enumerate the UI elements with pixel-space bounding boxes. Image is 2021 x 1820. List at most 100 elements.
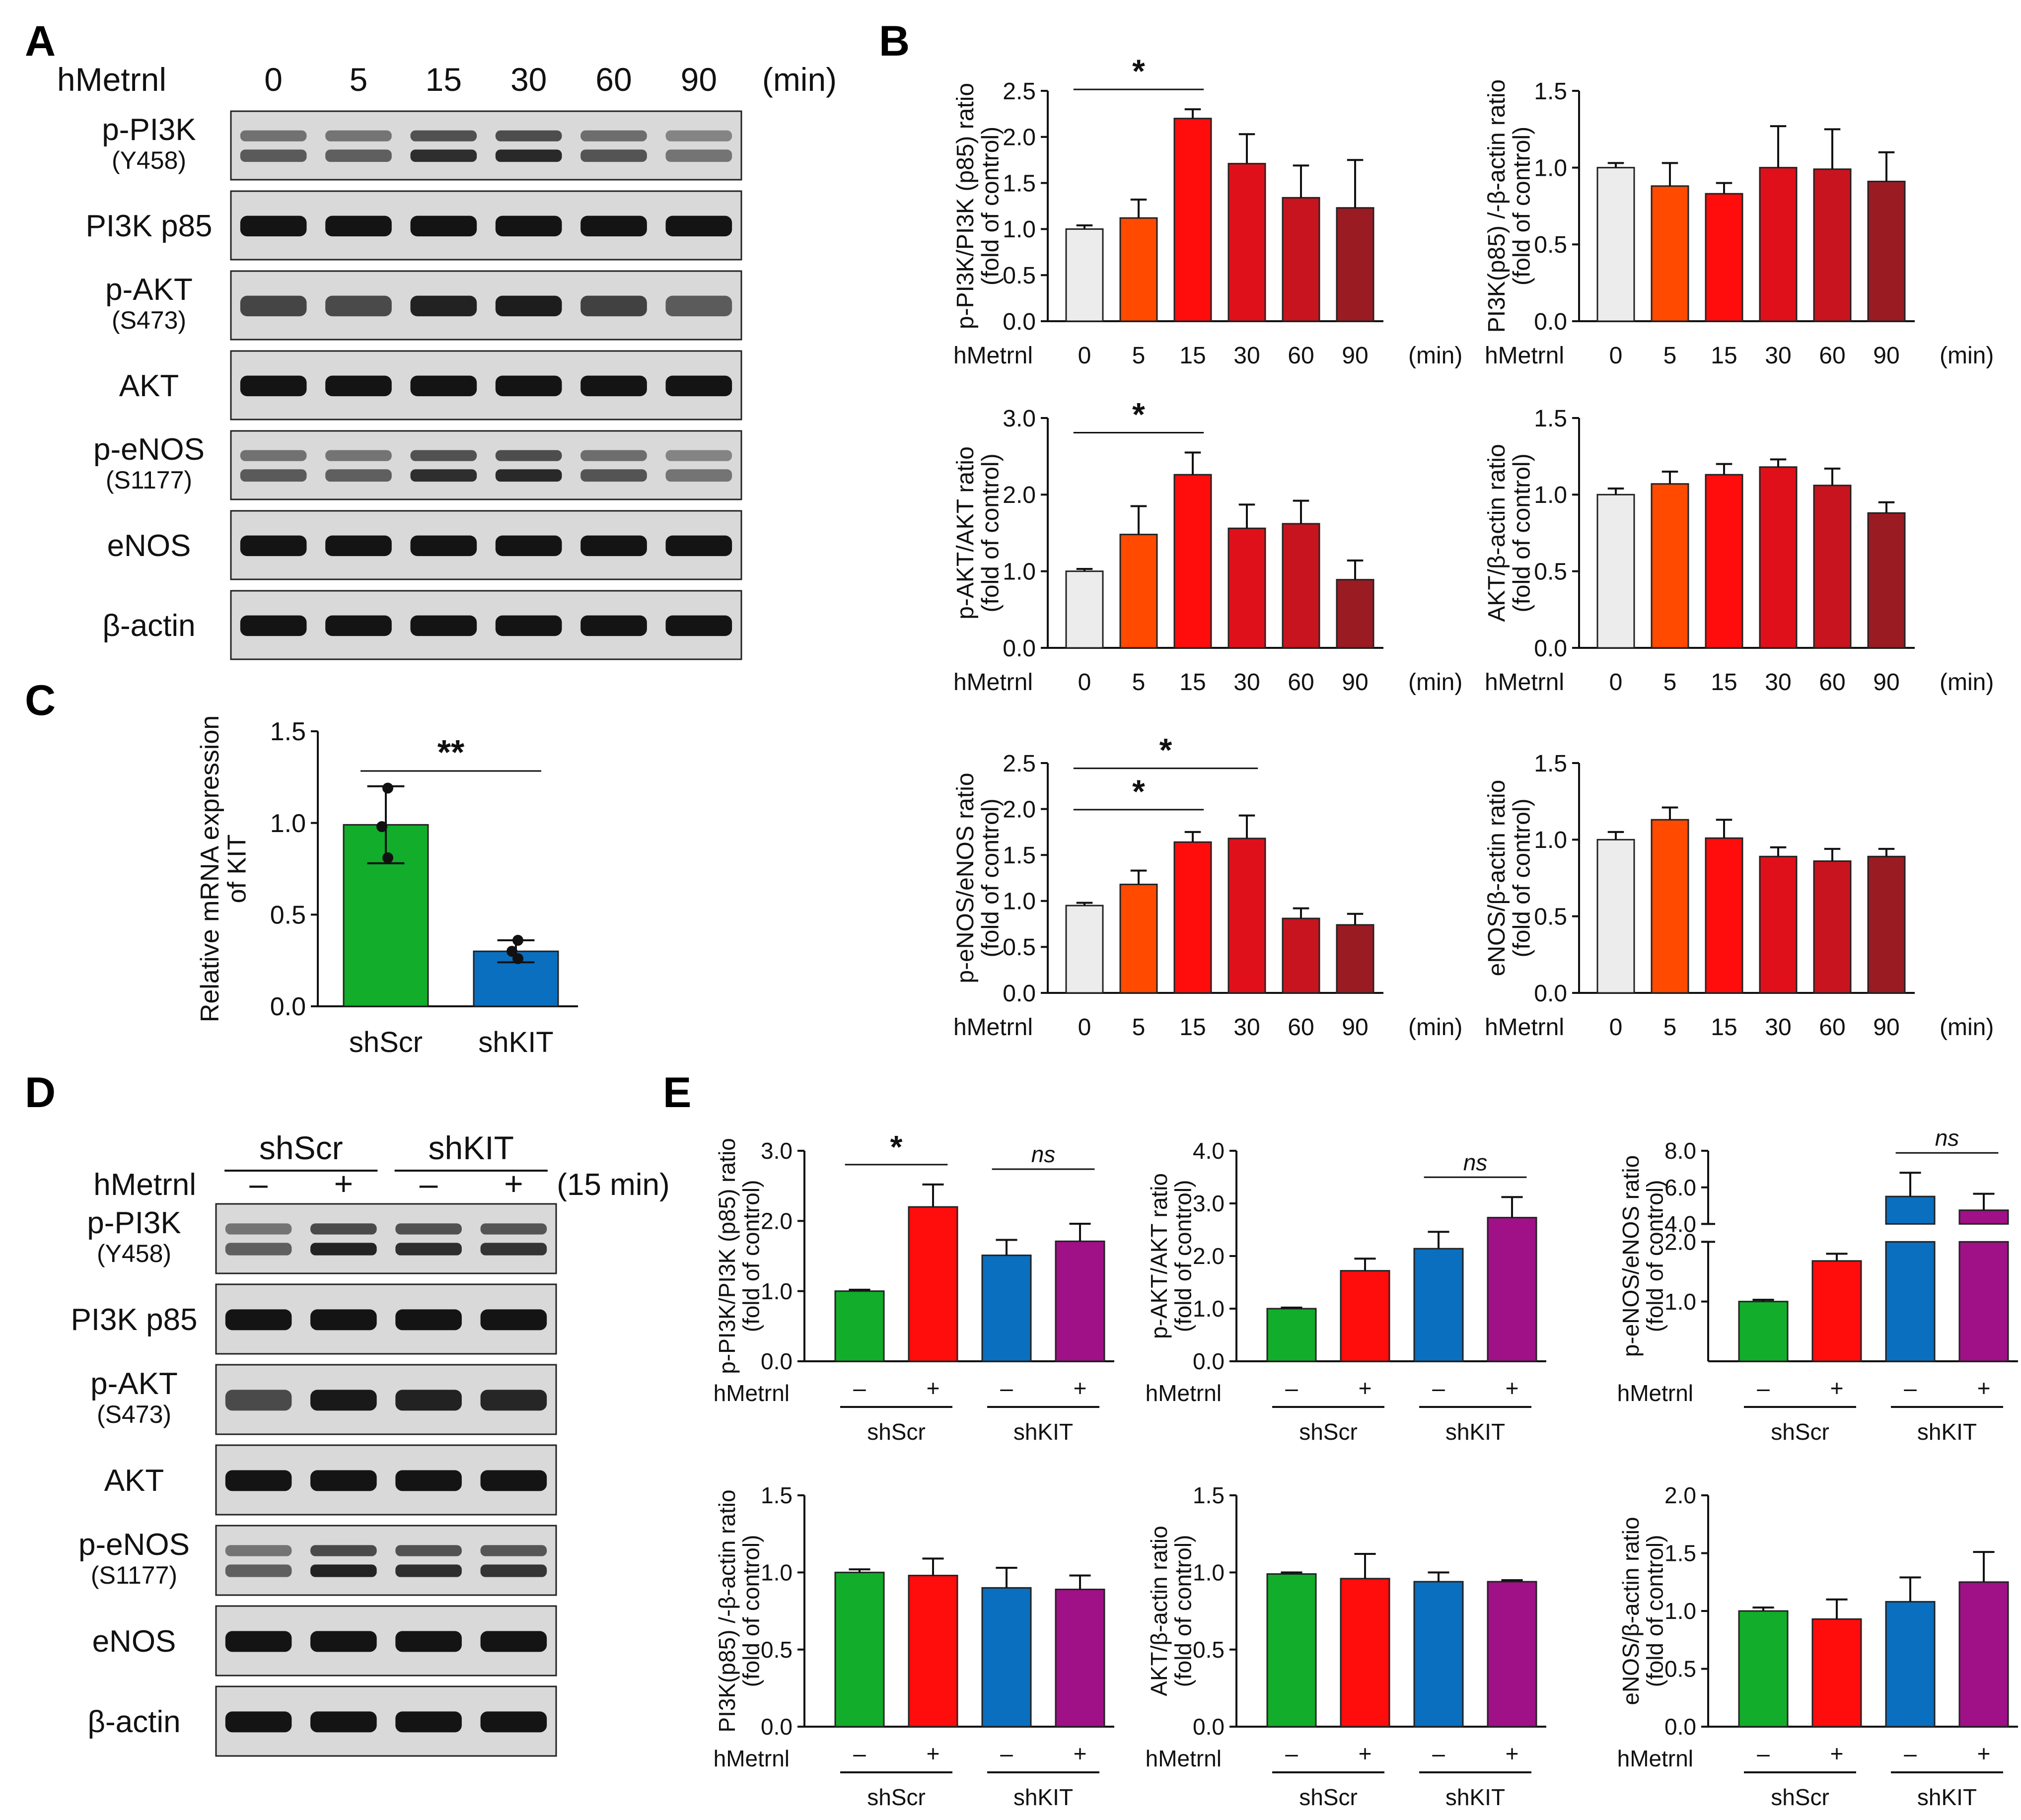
bar xyxy=(1055,1589,1105,1728)
y-axis-label: of KIT xyxy=(223,835,252,904)
y-tick-label: 0.0 xyxy=(1534,980,1567,1007)
x-tick-label: 90 xyxy=(1873,343,1899,369)
blot-band xyxy=(225,1243,292,1256)
significance-label: * xyxy=(890,1129,903,1165)
chart-b2: 0.0 0.5 1.0 1.5 PI3K(p85) /-β-actin ratio(fo… xyxy=(1484,78,1994,369)
bar xyxy=(1173,474,1212,649)
treatment-sign: + xyxy=(1074,1741,1087,1766)
y-tick-label: 2.0 xyxy=(1664,1482,1696,1508)
bar xyxy=(1340,1578,1390,1728)
blot-label: p-PI3K xyxy=(87,1206,181,1240)
blot-band xyxy=(225,1711,292,1733)
blot-membrane xyxy=(230,350,742,420)
blot-band xyxy=(410,450,477,461)
blot-band xyxy=(495,130,562,141)
y-tick-label: 0.0 xyxy=(1664,1714,1696,1740)
treatment-sign: – xyxy=(249,1165,268,1202)
blot-p-pi3k: p-PI3K(Y458) xyxy=(102,110,742,181)
y-axis-label: Relative mRNA expression xyxy=(196,715,224,1022)
treatment-sign: + xyxy=(1977,1375,1991,1401)
blot-band xyxy=(495,450,562,461)
bar xyxy=(1958,1581,2009,1728)
blot-band xyxy=(580,615,647,636)
treatment-sign: + xyxy=(1830,1741,1844,1766)
group-label: shScr xyxy=(1771,1419,1829,1445)
blot-akt: AKT xyxy=(119,350,742,420)
y-axis-label: (fold of control) xyxy=(1642,1535,1667,1687)
blot-band xyxy=(480,1223,547,1235)
bar xyxy=(1738,1301,1789,1362)
y-tick-label: 1.5 xyxy=(1534,406,1567,432)
blot-band xyxy=(495,375,562,397)
blot-p-enos: p-eNOS(S1177) xyxy=(78,1525,557,1596)
blot-band xyxy=(580,450,647,461)
y-tick-label: 0.0 xyxy=(1003,309,1036,335)
bar xyxy=(1596,839,1635,994)
blot-site-label: (S1177) xyxy=(91,1561,177,1589)
treatment-sign: + xyxy=(927,1375,940,1401)
x-tick-label: 90 xyxy=(1342,1014,1368,1041)
blot-label: eNOS xyxy=(92,1624,176,1659)
bar xyxy=(1867,855,1906,994)
chart-e3: 1.0 2.04.0 6.0 8.0 p-eNOS/eNOS ratio(fold of… xyxy=(1617,1125,2018,1445)
time-point-label: 5 xyxy=(350,61,368,98)
x-tick-label: 5 xyxy=(1132,343,1146,369)
y-tick-label: 0.5 xyxy=(1003,934,1036,961)
panel-letter-e: E xyxy=(663,1069,691,1117)
bar xyxy=(1813,168,1852,322)
blot-band xyxy=(395,1631,462,1652)
treatment-label: hMetrnl xyxy=(714,1380,790,1406)
bar xyxy=(1813,860,1852,994)
y-axis-label: (fold of control) xyxy=(977,453,1004,612)
blot-site-label: (Y458) xyxy=(112,146,186,174)
blot-band xyxy=(580,215,647,237)
bar xyxy=(1651,483,1689,649)
blot-label: β-actin xyxy=(87,1705,180,1739)
blot-band xyxy=(665,215,732,237)
blot-band xyxy=(325,215,392,237)
treatment-sign: + xyxy=(334,1165,354,1202)
blot-band xyxy=(395,1243,462,1256)
bar xyxy=(1065,570,1104,649)
blot-band xyxy=(310,1545,377,1556)
treatment-label: hMetrnl xyxy=(1617,1746,1693,1771)
y-tick-label: 0.5 xyxy=(1534,559,1567,585)
chart-e1: 0.0 1.0 2.0 3.0 p-PI3K/PI3K (p85) ratio(fold… xyxy=(714,1129,1114,1445)
bar xyxy=(1705,193,1743,322)
treatment-sign: + xyxy=(1359,1375,1372,1401)
blot-band xyxy=(240,375,307,397)
bar xyxy=(1738,1610,1789,1728)
y-tick-label: 0.0 xyxy=(761,1714,793,1740)
blot-band xyxy=(225,1564,292,1577)
blot-band xyxy=(240,215,307,237)
data-point xyxy=(512,935,523,946)
y-tick-label: 0.5 xyxy=(1193,1637,1225,1663)
bar xyxy=(1266,1308,1317,1362)
group-label: shKIT xyxy=(1445,1784,1505,1810)
bar xyxy=(1119,883,1158,994)
bar xyxy=(1282,197,1320,322)
y-tick-label: 2.0 xyxy=(1003,482,1036,508)
blot-band xyxy=(240,615,307,636)
chart-b6: 0.0 0.5 1.0 1.5 eNOS/β-actin ratio(fold of c… xyxy=(1484,751,1994,1041)
blot-site-label: (S473) xyxy=(112,306,186,334)
blot-enos: eNOS xyxy=(92,1605,557,1677)
x-tick-label: 60 xyxy=(1288,669,1314,696)
y-tick-label: 1.0 xyxy=(1003,889,1036,915)
blot-label: eNOS xyxy=(107,529,191,563)
blot-band xyxy=(225,1545,292,1556)
blot-band xyxy=(495,615,562,636)
blot-label: p-AKT xyxy=(90,1367,178,1401)
y-axis-label: p-eNOS/eNOS ratio xyxy=(1618,1155,1644,1357)
y-tick-label: 2.0 xyxy=(1003,796,1036,823)
blot-band xyxy=(495,535,562,557)
y-tick-label: 4.0 xyxy=(1193,1138,1225,1164)
blot-membrane xyxy=(215,1203,557,1274)
y-axis-label: (fold of control) xyxy=(1509,127,1535,285)
x-tick-label: 90 xyxy=(1873,1014,1899,1041)
y-tick-label: 1.0 xyxy=(761,1559,793,1585)
blot-band xyxy=(395,1470,462,1491)
blot-band xyxy=(310,1390,377,1411)
y-tick-label: 1.0 xyxy=(1534,155,1567,181)
